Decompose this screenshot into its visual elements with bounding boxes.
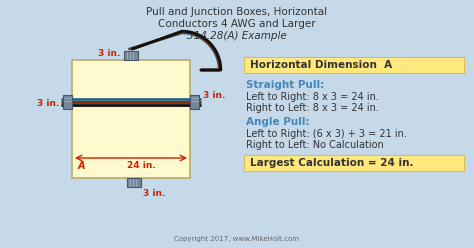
Text: 3 in.: 3 in.: [36, 99, 59, 108]
Text: Right to Left: 8 x 3 = 24 in.: Right to Left: 8 x 3 = 24 in.: [246, 103, 379, 113]
Text: A: A: [78, 161, 85, 171]
Text: Left to Right: (6 x 3) + 3 = 21 in.: Left to Right: (6 x 3) + 3 = 21 in.: [246, 129, 407, 139]
Text: Copyright 2017, www.MikeHolt.com: Copyright 2017, www.MikeHolt.com: [174, 236, 300, 242]
Bar: [127, 178, 141, 187]
Bar: [244, 155, 464, 171]
Text: 3 in.: 3 in.: [98, 49, 120, 58]
Bar: [63, 95, 72, 109]
Text: 3 in.: 3 in.: [203, 91, 225, 100]
Text: Angle Pull:: Angle Pull:: [246, 117, 310, 127]
Text: 24 in.: 24 in.: [127, 161, 155, 170]
Bar: [190, 95, 199, 109]
Text: Straight Pull:: Straight Pull:: [246, 80, 324, 90]
Text: Largest Calculation = 24 in.: Largest Calculation = 24 in.: [250, 158, 413, 168]
Text: Pull and Junction Boxes, Horizontal: Pull and Junction Boxes, Horizontal: [146, 7, 328, 17]
Bar: [72, 60, 190, 178]
Text: Horizontal Dimension  A: Horizontal Dimension A: [250, 60, 392, 70]
Text: Right to Left: No Calculation: Right to Left: No Calculation: [246, 140, 384, 150]
Text: 3 in.: 3 in.: [144, 189, 166, 198]
Text: Conductors 4 AWG and Larger: Conductors 4 AWG and Larger: [158, 19, 316, 29]
Text: 314.28(A) Example: 314.28(A) Example: [187, 31, 287, 41]
Text: Left to Right: 8 x 3 = 24 in.: Left to Right: 8 x 3 = 24 in.: [246, 92, 379, 102]
Bar: [244, 57, 464, 73]
Bar: [124, 51, 138, 60]
